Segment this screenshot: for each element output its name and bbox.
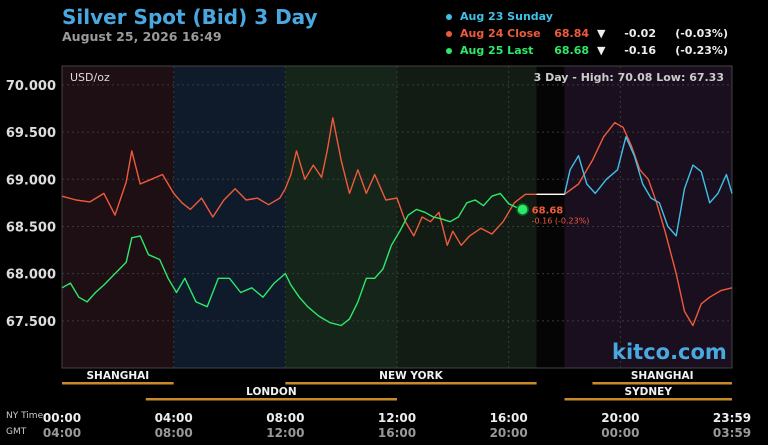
y-tick-label: 68.500 bbox=[6, 220, 56, 235]
session-band bbox=[173, 66, 286, 368]
legend-change: -0.16 bbox=[624, 44, 656, 57]
x-tick-label-gmt: 08:00 bbox=[155, 426, 193, 440]
session-band bbox=[564, 66, 732, 368]
legend-dot-icon bbox=[446, 31, 452, 37]
legend-value: 68.68 bbox=[554, 44, 589, 57]
chart-title: Silver Spot (Bid) 3 Day bbox=[62, 5, 318, 29]
session-bar bbox=[285, 382, 537, 385]
x-tick-label-ny: 16:00 bbox=[490, 411, 528, 425]
last-change-label: -0.16 (-0.23%) bbox=[532, 216, 590, 225]
x-tick-label-gmt: 12:00 bbox=[266, 426, 304, 440]
session-bar bbox=[564, 398, 732, 401]
session-label: SHANGHAI bbox=[631, 370, 694, 382]
session-label: SYDNEY bbox=[625, 386, 673, 398]
session-band bbox=[285, 66, 397, 368]
x-tick-label-ny: 23:59 bbox=[713, 411, 751, 425]
session-label: SHANGHAI bbox=[86, 370, 149, 382]
y-tick-label: 68.000 bbox=[6, 268, 56, 283]
legend-change: -0.02 bbox=[624, 27, 656, 40]
legend-name: Aug 25 Last bbox=[460, 44, 534, 57]
y-tick-label: 69.500 bbox=[6, 126, 56, 141]
x-tick-label-ny: 00:00 bbox=[43, 411, 81, 425]
kitco-watermark: kitco.com bbox=[612, 340, 727, 364]
session-label: NEW YORK bbox=[379, 370, 443, 382]
legend-value: 68.84 bbox=[554, 27, 589, 40]
last-price-label: 68.68 bbox=[532, 205, 564, 216]
y-tick-label: 70.000 bbox=[6, 79, 56, 94]
gmt-label: GMT bbox=[6, 427, 27, 437]
x-tick-label-gmt: 20:00 bbox=[490, 426, 528, 440]
x-tick-label-gmt: 16:00 bbox=[378, 426, 416, 440]
series-line bbox=[563, 136, 733, 237]
legend-percent: (-0.03%) bbox=[675, 27, 728, 40]
last-price-marker bbox=[516, 203, 529, 216]
x-tick-label-gmt: 04:00 bbox=[43, 426, 81, 440]
series-line bbox=[61, 192, 523, 327]
session-bar bbox=[592, 382, 732, 385]
legend-dot-icon bbox=[446, 48, 452, 54]
legend-percent: (-0.23%) bbox=[675, 44, 728, 57]
x-tick-label-gmt: 03:59 bbox=[713, 426, 751, 440]
series-line bbox=[61, 117, 733, 327]
legend-name: Aug 23 Sunday bbox=[460, 10, 553, 23]
ny-time-label: NY Time bbox=[6, 411, 44, 421]
session-bar bbox=[62, 382, 174, 385]
x-tick-label-ny: 12:00 bbox=[378, 411, 416, 425]
chart-date: August 25, 2026 16:49 bbox=[62, 29, 222, 44]
down-arrow-icon: ▼ bbox=[597, 44, 606, 57]
session-band bbox=[397, 66, 537, 368]
y-tick-label: 67.500 bbox=[6, 315, 56, 330]
x-tick-label-ny: 08:00 bbox=[266, 411, 304, 425]
legend-name: Aug 24 Close bbox=[460, 27, 541, 40]
down-arrow-icon: ▼ bbox=[597, 27, 606, 40]
session-band bbox=[62, 66, 174, 368]
y-tick-label: 69.000 bbox=[6, 173, 56, 188]
session-band bbox=[536, 66, 565, 368]
unit-label: USD/oz bbox=[70, 71, 110, 84]
session-label: LONDON bbox=[246, 386, 296, 398]
x-tick-label-ny: 04:00 bbox=[155, 411, 193, 425]
x-tick-label-gmt: 00:00 bbox=[601, 426, 639, 440]
range-label: 3 Day - High: 70.08 Low: 67.33 bbox=[534, 71, 724, 84]
session-bar bbox=[145, 398, 397, 401]
legend-dot-icon bbox=[446, 14, 452, 20]
x-tick-label-ny: 20:00 bbox=[601, 411, 639, 425]
